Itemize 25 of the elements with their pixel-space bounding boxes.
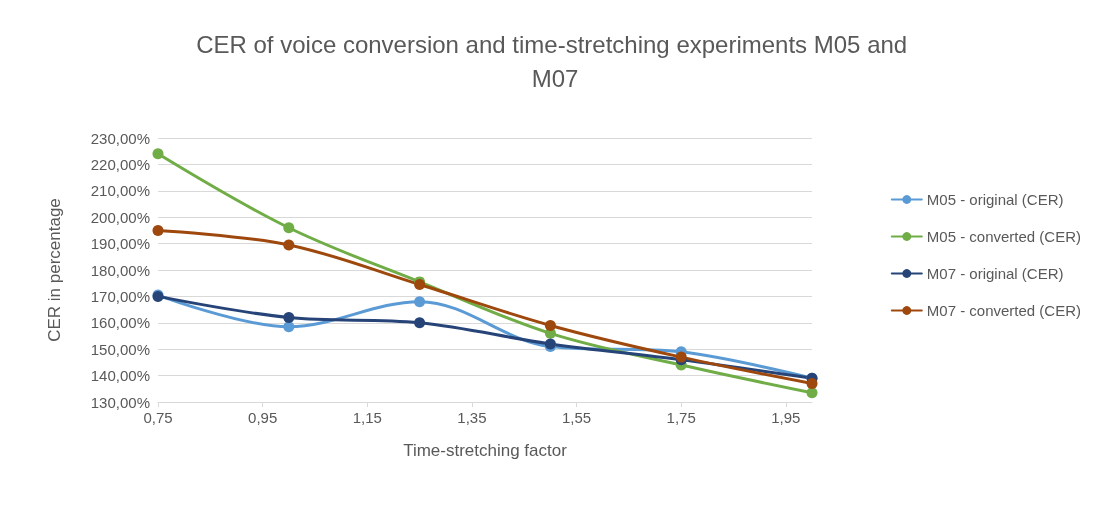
x-tick-label: 1,75 [666, 409, 696, 426]
y-tick-label: 140,00% [90, 367, 150, 385]
y-tick-label: 170,00% [90, 287, 150, 305]
legend-label: M07 - original (CER) [926, 265, 1064, 282]
y-tick-label: 150,00% [90, 340, 150, 358]
y-tick-label: 180,00% [90, 261, 150, 279]
chart-title: CER of voice conversion and time-stretching experiments M05 and M07 [196, 30, 914, 92]
y-tick-label: 160,00% [90, 314, 150, 332]
x-tick-label: 0,75 [143, 409, 173, 426]
x-tick-label: 1,15 [352, 409, 382, 426]
legend-label: M07 - converted (CER) [926, 302, 1082, 319]
y-tick-label: 200,00% [90, 208, 150, 226]
x-tick-label: 1,55 [561, 409, 592, 426]
legend-label: M05 - original (CER) [926, 191, 1064, 208]
y-tick-label: 130,00% [90, 393, 150, 411]
x-tick-label: 0,95 [248, 409, 278, 426]
x-tick-label: 1,95 [771, 409, 801, 426]
y-tick-label: 230,00% [90, 129, 150, 147]
y-tick-label: 210,00% [90, 182, 150, 200]
y-tick-label: 220,00% [90, 155, 150, 173]
x-tick-label: 1,35 [457, 409, 487, 426]
y-tick-label: 190,00% [90, 235, 150, 253]
y-axis-title: CER in percentage [45, 198, 64, 342]
legend-label: M05 - converted (CER) [926, 228, 1082, 245]
x-axis-title: Time-stretching factor [403, 441, 568, 460]
